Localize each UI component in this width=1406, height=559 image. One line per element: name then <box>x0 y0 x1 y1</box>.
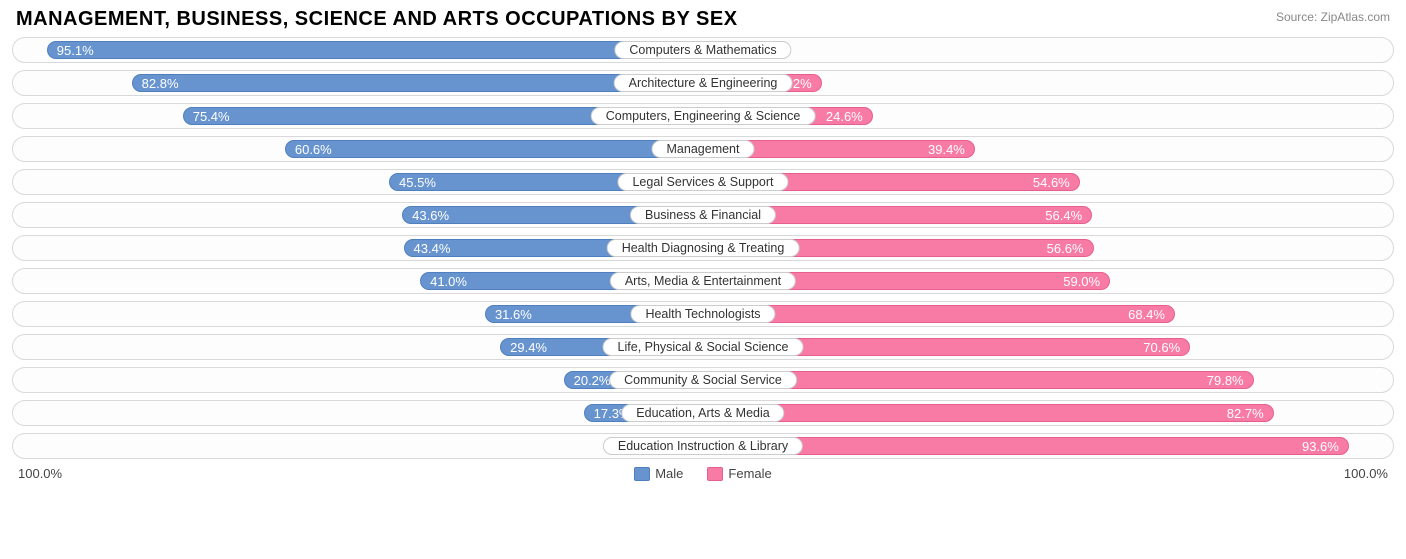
category-label: Education, Arts & Media <box>621 404 784 422</box>
male-value-label: 31.6% <box>485 302 532 326</box>
male-value-label: 95.1% <box>47 38 94 62</box>
male-swatch-icon <box>634 467 650 481</box>
axis-row: 100.0% Male Female 100.0% <box>12 466 1394 481</box>
category-label: Architecture & Engineering <box>614 74 793 92</box>
male-value-label: 60.6% <box>285 137 332 161</box>
category-label: Health Technologists <box>630 305 775 323</box>
chart-row: 6.4%93.6%Education Instruction & Library <box>12 433 1394 459</box>
category-label: Legal Services & Support <box>617 173 788 191</box>
chart-source: Source: ZipAtlas.com <box>1276 8 1390 24</box>
female-value-label: 68.4% <box>1128 302 1175 326</box>
female-value-label: 56.4% <box>1045 203 1092 227</box>
chart-row: 29.4% 70.6% Life, Physical & Social Scienc… <box>12 334 1394 360</box>
legend-female: Female <box>707 466 771 481</box>
female-value-label: 56.6% <box>1047 236 1094 260</box>
chart-row: 82.8%17.2%Architecture & Engineering <box>12 70 1394 96</box>
male-value-label: 82.8% <box>132 71 179 95</box>
female-swatch-icon <box>707 467 723 481</box>
chart-row: 41.0% 59.0% Arts, Media & Entertainment <box>12 268 1394 294</box>
legend: Male Female <box>634 466 772 481</box>
male-bar <box>285 140 703 158</box>
legend-male: Male <box>634 466 683 481</box>
chart-title: MANAGEMENT, BUSINESS, SCIENCE AND ARTS O… <box>16 8 738 31</box>
female-value-label: 59.0% <box>1063 269 1110 293</box>
male-value-label: 41.0% <box>420 269 467 293</box>
male-value-label: 29.4% <box>500 335 547 359</box>
source-label: Source: <box>1276 10 1317 24</box>
category-label: Computers & Mathematics <box>614 41 791 59</box>
legend-male-label: Male <box>655 466 683 481</box>
male-value-label: 20.2% <box>564 368 611 392</box>
axis-right-label: 100.0% <box>1344 466 1388 481</box>
chart-row: 43.6% 56.4% Business & Financial <box>12 202 1394 228</box>
male-value-label: 43.4% <box>404 236 451 260</box>
chart-header: MANAGEMENT, BUSINESS, SCIENCE AND ARTS O… <box>12 8 1394 37</box>
male-value-label: 45.5% <box>389 170 436 194</box>
category-label: Management <box>652 140 755 158</box>
category-label: Arts, Media & Entertainment <box>610 272 796 290</box>
category-label: Health Diagnosing & Treating <box>607 239 800 257</box>
female-value-label: 82.7% <box>1227 401 1274 425</box>
category-label: Business & Financial <box>630 206 776 224</box>
chart-row: 17.3%82.7%Education, Arts & Media <box>12 400 1394 426</box>
female-value-label: 70.6% <box>1143 335 1190 359</box>
chart-row: 45.5% 54.6% Legal Services & Support <box>12 169 1394 195</box>
chart-row: 60.6% 39.4% Management <box>12 136 1394 162</box>
male-value-label: 43.6% <box>402 203 449 227</box>
female-value-label: 24.6% <box>826 104 873 128</box>
chart-row: 75.4% 24.6% Computers, Engineering & Scien… <box>12 103 1394 129</box>
male-value-label: 75.4% <box>183 104 230 128</box>
female-value-label: 93.6% <box>1302 434 1349 458</box>
female-value-label: 39.4% <box>928 137 975 161</box>
diverging-bar-chart: 95.1%4.9%Computers & Mathematics 82.8%17.… <box>12 37 1394 459</box>
female-bar <box>703 404 1274 422</box>
female-value-label: 54.6% <box>1033 170 1080 194</box>
category-label: Life, Physical & Social Science <box>603 338 804 356</box>
source-name: ZipAtlas.com <box>1321 10 1390 24</box>
female-value-label: 79.8% <box>1207 368 1254 392</box>
category-label: Education Instruction & Library <box>603 437 803 455</box>
category-label: Community & Social Service <box>609 371 797 389</box>
category-label: Computers, Engineering & Science <box>591 107 816 125</box>
chart-row: 95.1%4.9%Computers & Mathematics <box>12 37 1394 63</box>
legend-female-label: Female <box>728 466 771 481</box>
chart-row: 20.2% 79.8% Community & Social Service <box>12 367 1394 393</box>
male-bar <box>47 41 703 59</box>
chart-row: 31.6% 68.4% Health Technologists <box>12 301 1394 327</box>
chart-row: 43.4% 56.6% Health Diagnosing & Treating <box>12 235 1394 261</box>
axis-left-label: 100.0% <box>18 466 62 481</box>
